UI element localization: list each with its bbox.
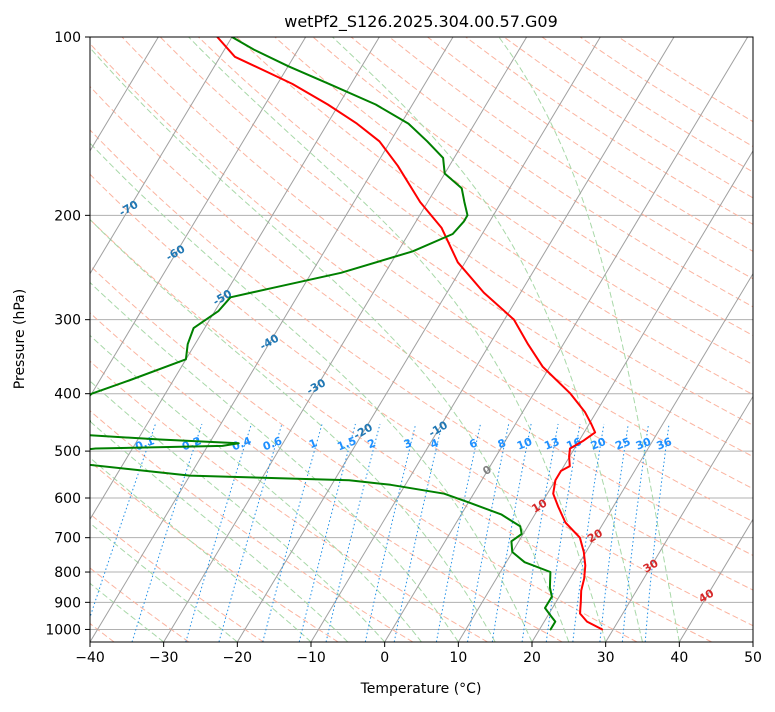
- y-tick-label: 800: [54, 565, 81, 581]
- chart-title: wetPf2_S126.2025.304.00.57.G09: [284, 12, 558, 32]
- x-tick-label: 30: [597, 650, 615, 666]
- x-tick-label: 40: [670, 650, 688, 666]
- y-tick-label: 700: [54, 531, 81, 547]
- x-tick-label: 10: [449, 650, 467, 666]
- x-tick-label: 0: [380, 650, 389, 666]
- x-tick-label: −10: [296, 650, 326, 666]
- y-tick-label: 600: [54, 491, 81, 507]
- x-tick-label: −20: [223, 650, 253, 666]
- y-tick-label: 300: [54, 313, 81, 329]
- x-tick-label: 20: [523, 650, 541, 666]
- y-tick-label: 1000: [45, 622, 81, 638]
- x-tick-label: 50: [744, 650, 762, 666]
- y-tick-label: 500: [54, 444, 81, 460]
- y-tick-label: 200: [54, 208, 81, 224]
- y-tick-label: 900: [54, 595, 81, 611]
- x-tick-label: −40: [75, 650, 105, 666]
- y-tick-label: 100: [54, 30, 81, 46]
- y-tick-label: 400: [54, 387, 81, 403]
- x-tick-label: −30: [149, 650, 179, 666]
- x-axis-label: Temperature (°C): [360, 681, 482, 697]
- y-axis-label: Pressure (hPa): [12, 289, 28, 389]
